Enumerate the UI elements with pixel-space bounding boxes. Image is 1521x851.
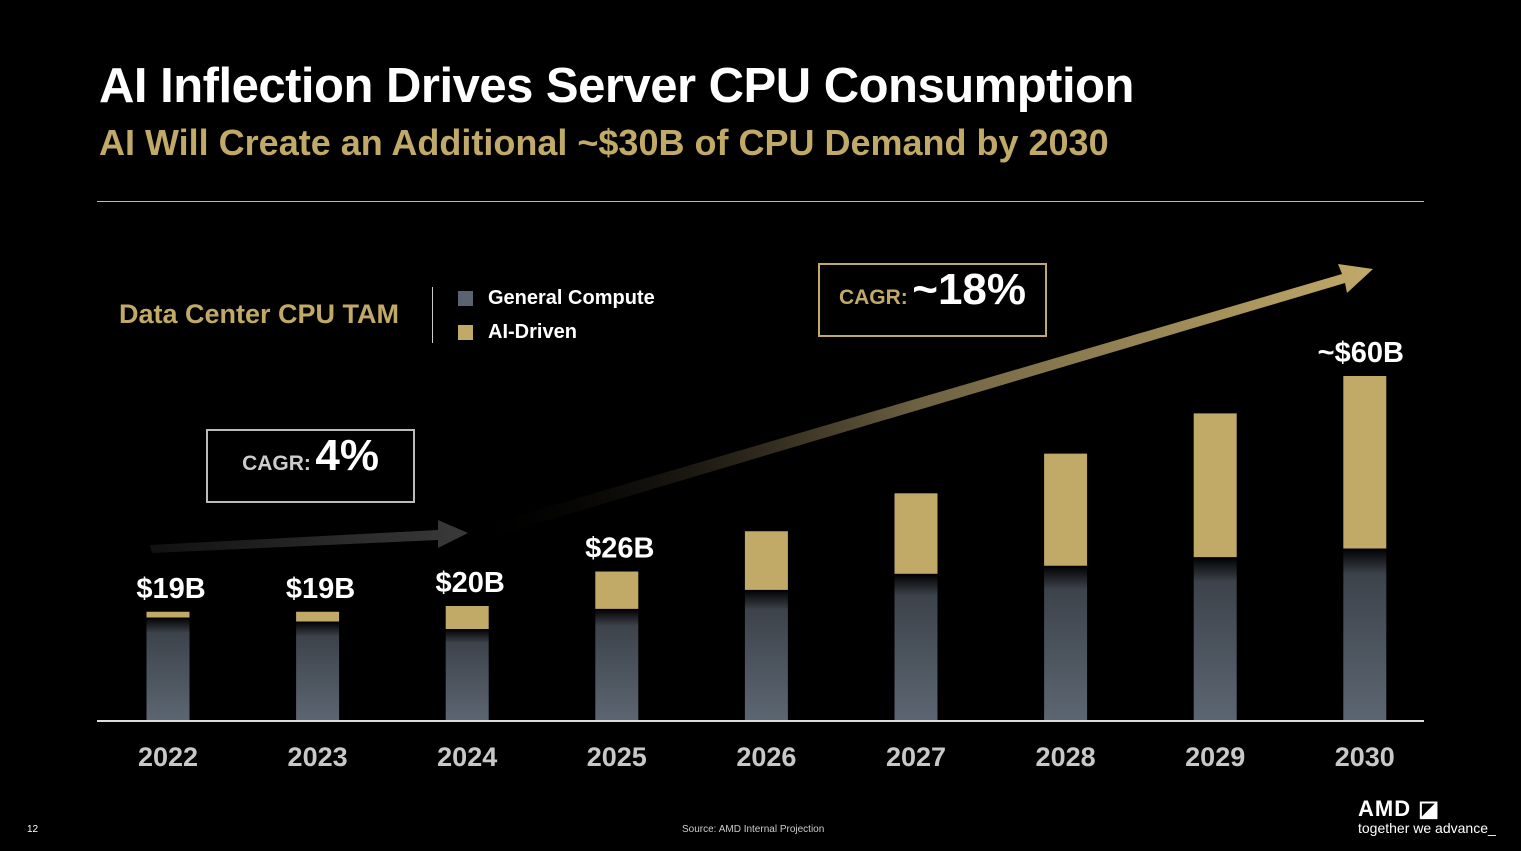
slide-title: AI Inflection Drives Server CPU Consumpt…	[99, 59, 1134, 113]
amd-arrow-icon: ◪	[1418, 796, 1441, 821]
cagr-value: ~18%	[912, 265, 1027, 314]
bar-ai-driven-2029	[1193, 413, 1237, 558]
legend-swatch-ai	[458, 325, 473, 340]
cagr-arrow-4pct	[150, 520, 468, 553]
bar-general-compute-2023	[296, 621, 340, 721]
page-number: 12	[27, 824, 39, 835]
slide-subtitle: AI Will Create an Additional ~$30B of CP…	[99, 122, 1109, 163]
bar-ai-driven-2022	[146, 611, 190, 618]
cagr-label: CAGR:	[242, 452, 311, 475]
x-tick-label: 2023	[288, 742, 348, 772]
bar-ai-driven-2028	[1044, 453, 1088, 566]
total-value-label: $19B	[286, 573, 355, 605]
x-tick-label: 2022	[138, 742, 198, 772]
total-value-label: $19B	[136, 573, 205, 605]
source-note: Source: AMD Internal Projection	[682, 824, 825, 835]
bar-ai-driven-2023	[296, 611, 340, 622]
logo-brand: AMD	[1358, 796, 1412, 821]
bar-ai-driven-2027	[894, 493, 938, 574]
x-tick-label: 2028	[1036, 742, 1096, 772]
x-tick-label: 2026	[736, 742, 796, 772]
logo-tagline: together we advance_	[1358, 820, 1496, 836]
cagr-value: 4%	[315, 431, 379, 480]
bar-general-compute-2027	[894, 573, 938, 721]
x-tick-label: 2025	[587, 742, 647, 772]
x-tick-label: 2029	[1185, 742, 1245, 772]
chart-title: Data Center CPU TAM	[119, 299, 400, 329]
bar-general-compute-2025	[595, 608, 639, 721]
bar-general-compute-2024	[445, 629, 489, 721]
legend-item-ai-driven: AI-Driven	[458, 321, 577, 344]
cagr-arrow-18pct	[462, 264, 1373, 544]
cagr-box-18pct: CAGR: ~18%	[818, 263, 1047, 337]
bar-general-compute-2022	[146, 617, 190, 721]
cagr-label: CAGR:	[838, 286, 908, 309]
legend-divider	[432, 287, 433, 343]
bar-general-compute-2026	[744, 589, 788, 721]
legend-swatch-general	[458, 291, 473, 306]
total-value-label: $26B	[585, 533, 654, 565]
bar-general-compute-2028	[1044, 565, 1088, 721]
x-tick-label: 2027	[886, 742, 946, 772]
legend-label: AI-Driven	[488, 321, 577, 343]
bar-general-compute-2030	[1343, 548, 1387, 721]
cagr-box-4pct: CAGR: 4%	[206, 429, 415, 503]
x-tick-label: 2030	[1335, 742, 1395, 772]
legend-label: General Compute	[488, 287, 655, 309]
bar-ai-driven-2030	[1343, 376, 1387, 549]
bar-ai-driven-2024	[445, 606, 489, 629]
bar-general-compute-2029	[1193, 557, 1237, 721]
legend-item-general-compute: General Compute	[458, 287, 655, 310]
title-divider	[97, 201, 1424, 202]
total-value-label: $20B	[436, 567, 505, 599]
total-value-label: ~$60B	[1318, 337, 1404, 369]
bar-ai-driven-2025	[595, 571, 639, 609]
bar-ai-driven-2026	[744, 531, 788, 590]
x-tick-label: 2024	[437, 742, 497, 772]
amd-logo: AMD ◪ together we advance_	[1358, 796, 1496, 836]
